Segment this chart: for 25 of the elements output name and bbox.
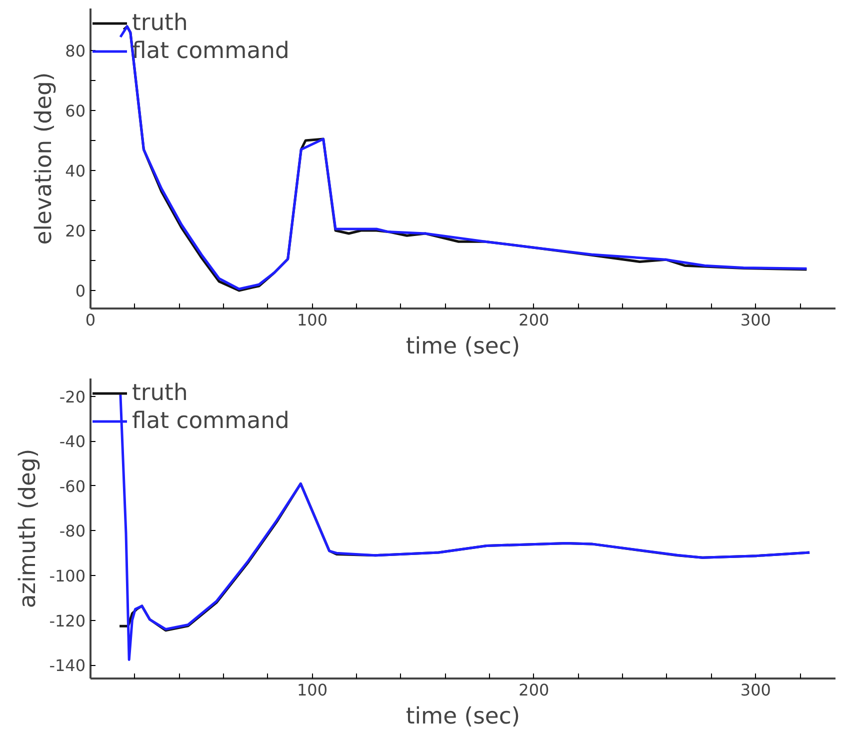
y-tick-label: -40 [59,432,86,452]
y-tick-label: -100 [49,566,86,586]
legend-label: flat command [132,408,290,434]
legend-label: truth [132,10,188,36]
x-tick-label: 200 [518,310,550,330]
y-tick-label: -60 [59,476,86,496]
y-tick-label: 80 [65,42,86,60]
y-tick-label: -80 [59,522,86,541]
y-axis-title: elevation (deg) [31,72,58,245]
y-tick-label: -140 [49,656,86,676]
x-tick-label: 100 [296,310,328,330]
x-tick-label: 100 [296,680,328,700]
y-tick-label: 60 [65,102,86,120]
y-tick-label: -120 [49,611,86,630]
x-axis-title: time (sec) [406,334,520,360]
legend-label: truth [132,380,188,406]
y-tick-label: -20 [59,387,86,406]
x-tick-label: 200 [518,680,550,700]
x-tick-label: 300 [740,310,771,330]
y-axis-title: azimuth (deg) [15,448,42,608]
y-tick-label: 0 [75,282,86,300]
x-axis-title: time (sec) [406,704,520,730]
x-tick-label: 300 [740,680,771,700]
y-tick-label: 20 [65,222,86,240]
y-tick-label: 40 [65,162,86,180]
